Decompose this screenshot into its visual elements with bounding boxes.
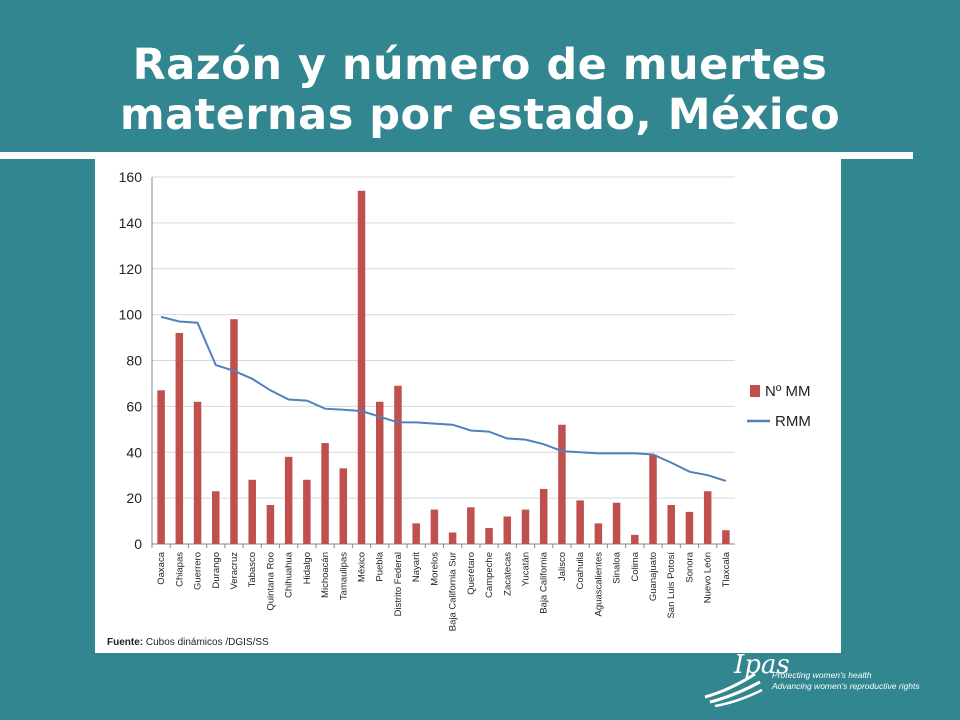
x-tick-label: Chihuahua xyxy=(284,551,295,598)
bar xyxy=(339,468,348,544)
x-tick-label: Chiapas xyxy=(174,552,185,587)
bar xyxy=(631,534,639,544)
bar xyxy=(612,502,621,544)
y-tick-label: 80 xyxy=(126,353,142,369)
x-tick-label: Zacatecas xyxy=(502,552,513,596)
x-tick-label: Nuevo León xyxy=(703,552,714,603)
bar xyxy=(594,523,603,544)
x-tick-label: Quintana Roo xyxy=(265,552,276,611)
x-tick-label: Veracruz xyxy=(229,552,240,590)
x-tick-label: Durango xyxy=(211,552,222,588)
x-tick-label: Puebla xyxy=(375,551,386,581)
legend-label: Nº MM xyxy=(765,383,810,400)
y-tick-label: 140 xyxy=(119,215,143,231)
x-tick-label: Hidalgo xyxy=(302,552,313,584)
bar xyxy=(576,500,584,544)
source-note: Fuente: Cubos dinámicos /DGIS/SS xyxy=(107,637,269,648)
bar xyxy=(685,511,694,544)
x-tick-label: Tamaulipas xyxy=(338,552,349,600)
bar xyxy=(375,401,384,544)
x-tick-label: Sinaloa xyxy=(612,551,623,583)
bar xyxy=(539,488,548,544)
logo-tagline-2: Advancing women's reproductive rights xyxy=(772,681,920,691)
bar xyxy=(212,491,220,544)
bar xyxy=(248,479,256,544)
bar xyxy=(521,509,530,544)
bar xyxy=(448,532,457,544)
x-tick-label: Morelos xyxy=(429,552,440,586)
bar xyxy=(394,385,402,544)
y-tick-label: 0 xyxy=(134,536,142,552)
slide-title-line-1: Razón y número de muertes xyxy=(132,40,828,90)
logo-swoosh-icon xyxy=(704,672,763,707)
bar xyxy=(266,505,275,544)
bar xyxy=(703,491,712,544)
y-tick-label: 60 xyxy=(126,398,142,414)
x-tick-label: Nayarit xyxy=(411,552,422,582)
bar xyxy=(485,527,493,544)
slide-title-line-2: maternas por estado, México xyxy=(119,90,841,140)
y-tick-label: 100 xyxy=(119,307,143,323)
x-tick-label: Coahuila xyxy=(575,551,586,589)
x-tick-label: México xyxy=(357,552,368,582)
source-text: Cubos dinámicos /DGIS/SS xyxy=(145,637,269,648)
bar xyxy=(430,509,439,544)
bar xyxy=(193,401,202,544)
title-divider xyxy=(0,152,913,159)
x-tick-label: Yucatán xyxy=(520,552,531,586)
bar xyxy=(284,456,293,544)
x-tick-label: Guerrero xyxy=(193,552,204,590)
bar xyxy=(303,479,311,544)
combo-chart: 0 20 40 60 80 100 120 140 160 Oaxaca Chiapas Guerre… xyxy=(119,169,811,631)
bar xyxy=(157,390,165,544)
y-tick-label: 120 xyxy=(119,261,143,277)
bar xyxy=(230,319,238,544)
x-tick-label: Querétaro xyxy=(466,552,477,595)
bar xyxy=(412,523,420,544)
x-tick-label: Colima xyxy=(630,551,641,581)
x-tick-label: Tlaxcala xyxy=(721,551,732,587)
bar xyxy=(467,507,475,544)
x-tick-label: Guanajuato xyxy=(648,552,659,601)
x-tick-label: San Luis Potosí xyxy=(666,552,677,619)
chart-panel: 0 20 40 60 80 100 120 140 160 Oaxaca Chiapas Guerre… xyxy=(95,159,841,653)
x-tick-label: Sonora xyxy=(684,551,695,582)
y-tick-label: 160 xyxy=(119,169,143,185)
bar xyxy=(649,454,657,544)
ipas-logo: Ipas Protecting women's health Advancing… xyxy=(700,650,940,710)
source-label: Fuente: xyxy=(107,637,144,648)
legend-swatch-bar xyxy=(750,385,760,397)
bar xyxy=(558,424,566,544)
x-tick-label: Distrito Federal xyxy=(393,552,404,616)
x-tick-label: Michoacán xyxy=(320,552,331,598)
x-tick-label: Campeche xyxy=(484,552,495,598)
x-tick-label: Baja California xyxy=(539,551,550,613)
rmm-line xyxy=(160,315,727,482)
logo-wordmark: Ipas xyxy=(734,650,790,680)
bar xyxy=(503,516,512,544)
slide-title: Razón y número de muertes maternas por e… xyxy=(60,40,900,140)
x-tick-label: Tabasco xyxy=(247,552,258,587)
bar xyxy=(667,505,675,544)
bar xyxy=(357,190,366,544)
x-tick-label: Oaxaca xyxy=(156,551,167,584)
logo-tagline-1: Protecting women's health xyxy=(772,670,872,680)
bar xyxy=(722,530,730,544)
y-tick-label: 20 xyxy=(126,490,142,506)
x-tick-label: Aguascalientes xyxy=(593,552,604,617)
x-tick-label: Jalisco xyxy=(557,552,568,581)
bar xyxy=(321,443,329,544)
x-tick-label: Baja California Sur xyxy=(448,552,459,631)
legend-label: RMM xyxy=(775,413,811,430)
bar xyxy=(175,332,184,544)
y-tick-label: 40 xyxy=(126,444,142,460)
